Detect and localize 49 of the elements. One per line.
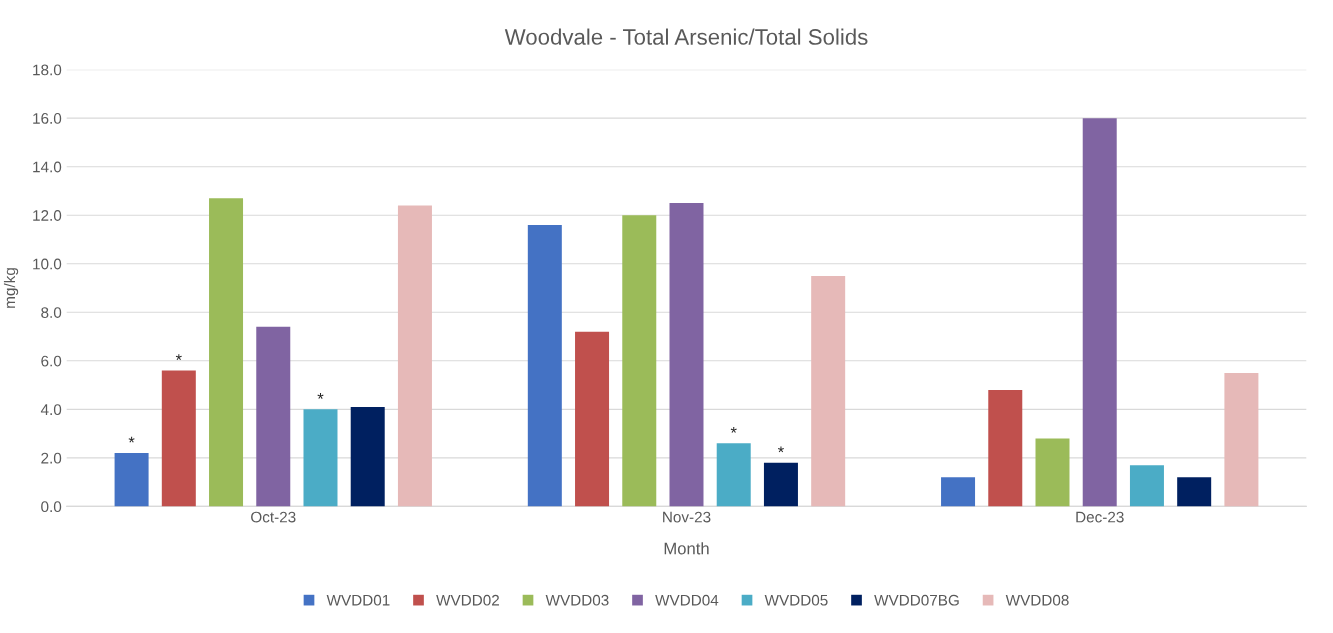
legend-label: WVDD05 [764, 594, 828, 606]
legend-label: WVDD08 [1005, 594, 1069, 606]
y-tick-label: 4.0 [40, 404, 62, 416]
bar [209, 198, 244, 507]
y-tick-label: 8.0 [41, 307, 62, 318]
bar [1224, 372, 1259, 507]
y-axis-title: mg/kg [3, 268, 19, 308]
bar [397, 205, 432, 507]
bar [811, 275, 846, 507]
data-label: * [777, 446, 784, 453]
chart-title: Woodvale - Total Arsenic/Total Solids [504, 28, 868, 45]
bar [622, 215, 657, 507]
bar [256, 326, 291, 507]
data-label: * [175, 354, 182, 361]
bar [716, 443, 751, 507]
y-tick-label: 0.0 [41, 501, 62, 513]
bar [941, 477, 976, 507]
legend-label: WVDD03 [545, 594, 609, 606]
bar [1129, 465, 1164, 507]
bar [1177, 477, 1212, 507]
bar [1035, 438, 1070, 507]
data-label: * [730, 427, 737, 433]
y-tick-label: 18.0 [33, 64, 62, 76]
bar [303, 409, 338, 507]
y-tick-label: 14.0 [33, 161, 62, 173]
bar [161, 370, 196, 507]
y-tick-label: 6.0 [41, 355, 62, 367]
bar [1082, 118, 1117, 507]
bar [575, 331, 610, 507]
bar [988, 389, 1023, 507]
x-axis-title: Month [664, 542, 709, 555]
x-tick-label: Dec-23 [1076, 511, 1124, 523]
bar [527, 224, 562, 507]
legend-label: WVDD02 [436, 594, 499, 606]
x-tick-label: Nov-23 [663, 511, 711, 523]
y-tick-label: 12.0 [33, 210, 62, 221]
x-tick-label: Oct-23 [251, 511, 296, 523]
y-tick-label: 16.0 [33, 113, 62, 124]
data-label: * [128, 436, 135, 443]
y-tick-label: 10.0 [33, 258, 62, 270]
y-tick-label: 2.0 [41, 452, 62, 464]
bar [350, 406, 385, 507]
legend-label: WVDD04 [655, 594, 719, 606]
bar [114, 453, 149, 507]
data-label: * [317, 393, 324, 399]
bar [763, 462, 798, 507]
bar [669, 203, 704, 507]
legend-label: WVDD07BG [874, 594, 959, 606]
legend-label: WVDD01 [326, 594, 390, 606]
